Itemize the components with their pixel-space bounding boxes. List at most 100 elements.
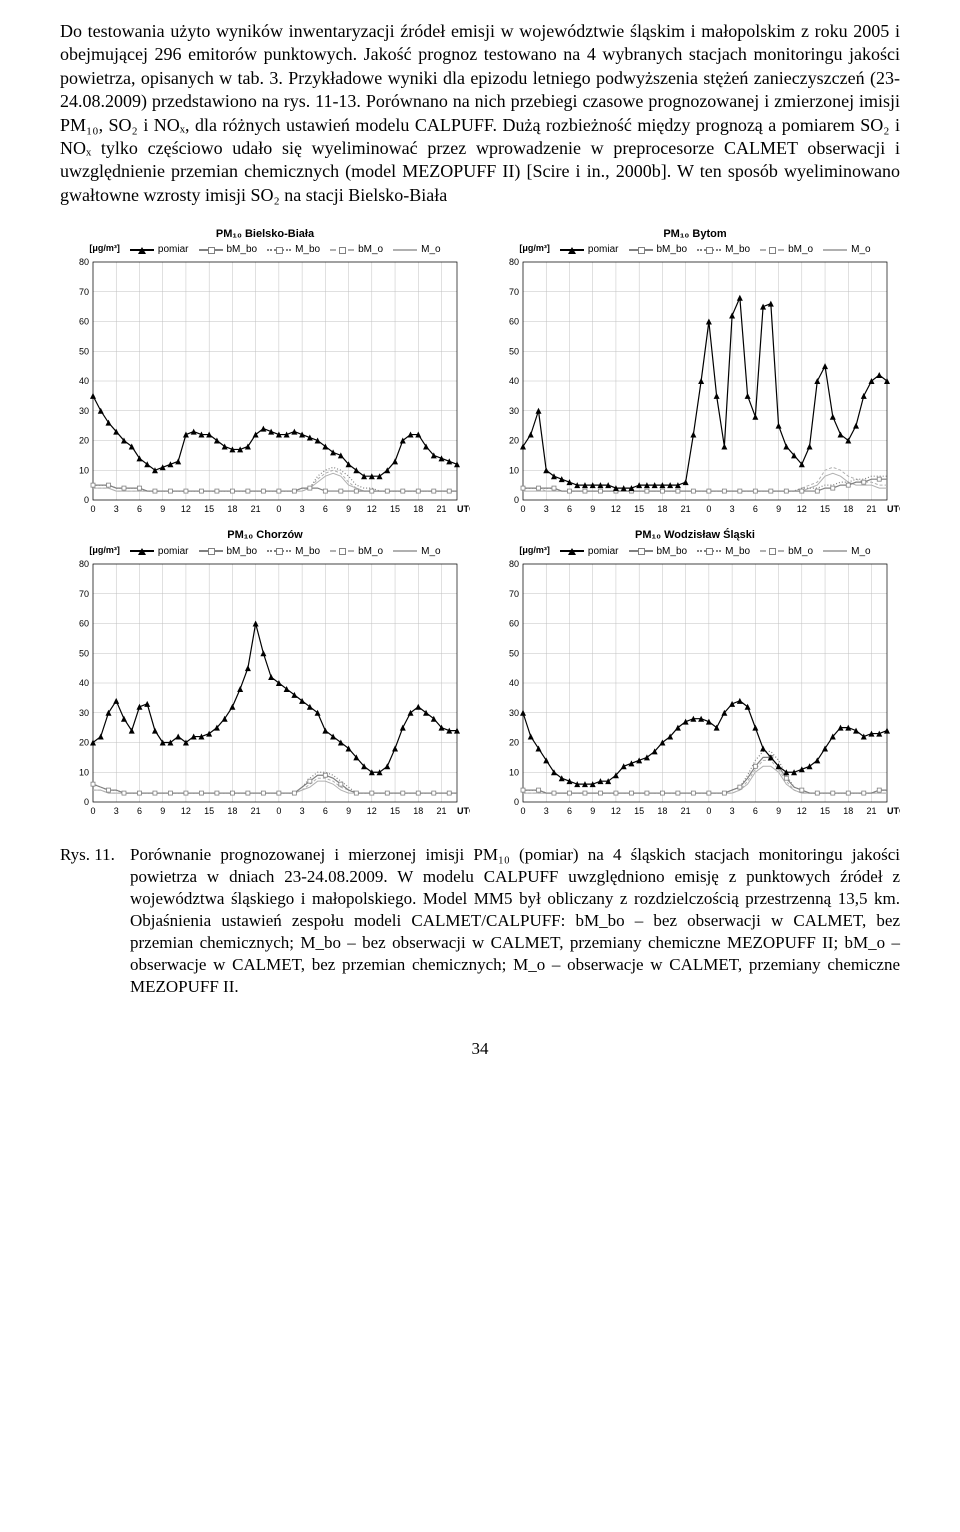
legend-label: bM_bo xyxy=(657,545,688,558)
svg-text:60: 60 xyxy=(79,317,89,327)
svg-text:0: 0 xyxy=(706,806,711,816)
svg-text:18: 18 xyxy=(657,806,667,816)
legend-label: M_bo xyxy=(295,243,320,256)
legend-swatch xyxy=(199,249,223,251)
svg-text:30: 30 xyxy=(79,707,89,717)
legend-label: M_o xyxy=(421,545,440,558)
svg-text:18: 18 xyxy=(843,806,853,816)
legend-swatch xyxy=(629,550,653,552)
svg-text:0: 0 xyxy=(276,504,281,514)
svg-text:15: 15 xyxy=(390,504,400,514)
svg-text:0: 0 xyxy=(84,495,89,505)
legend-item: bM_o xyxy=(330,545,383,558)
svg-text:15: 15 xyxy=(634,806,644,816)
svg-text:18: 18 xyxy=(227,504,237,514)
svg-text:12: 12 xyxy=(367,504,377,514)
chart-legend: [μg/m³]pomiarbM_boM_bobM_oM_o xyxy=(60,545,470,558)
svg-text:6: 6 xyxy=(567,504,572,514)
legend-swatch xyxy=(560,550,584,552)
body-paragraph: Do testowania użyto wyników inwentaryzac… xyxy=(60,20,900,207)
svg-text:9: 9 xyxy=(160,806,165,816)
svg-text:12: 12 xyxy=(611,504,621,514)
svg-text:6: 6 xyxy=(323,806,328,816)
svg-text:6: 6 xyxy=(323,504,328,514)
caption-label: Rys. 11. xyxy=(60,844,130,999)
svg-text:40: 40 xyxy=(79,376,89,386)
svg-text:0: 0 xyxy=(520,504,525,514)
svg-text:3: 3 xyxy=(544,806,549,816)
svg-text:30: 30 xyxy=(79,406,89,416)
svg-text:3: 3 xyxy=(730,806,735,816)
legend-label: M_bo xyxy=(295,545,320,558)
svg-text:10: 10 xyxy=(79,466,89,476)
legend-item: M_o xyxy=(823,243,870,256)
svg-text:12: 12 xyxy=(797,504,807,514)
svg-text:20: 20 xyxy=(79,737,89,747)
svg-text:60: 60 xyxy=(79,618,89,628)
legend-label: pomiar xyxy=(158,243,189,256)
legend-label: bM_o xyxy=(788,243,813,256)
svg-text:80: 80 xyxy=(509,258,519,267)
legend-label: bM_o xyxy=(358,243,383,256)
svg-text:6: 6 xyxy=(753,504,758,514)
legend-swatch xyxy=(760,249,784,251)
svg-text:50: 50 xyxy=(509,648,519,658)
legend-item: M_bo xyxy=(697,545,750,558)
figure-caption: Rys. 11. Porównanie prognozowanej i mier… xyxy=(60,844,900,999)
svg-text:6: 6 xyxy=(567,806,572,816)
legend-item: pomiar xyxy=(130,545,189,558)
chart-legend: [μg/m³]pomiarbM_boM_bobM_oM_o xyxy=(60,243,470,256)
svg-text:80: 80 xyxy=(509,560,519,569)
svg-text:15: 15 xyxy=(204,504,214,514)
page-number: 34 xyxy=(60,1038,900,1060)
svg-text:10: 10 xyxy=(79,767,89,777)
svg-text:30: 30 xyxy=(509,707,519,717)
svg-text:21: 21 xyxy=(681,504,691,514)
caption-text: Porównanie prognozowanej i mierzonej imi… xyxy=(130,844,900,999)
svg-text:3: 3 xyxy=(730,504,735,514)
svg-text:18: 18 xyxy=(657,504,667,514)
svg-text:UTC: UTC xyxy=(457,806,470,816)
legend-label: bM_bo xyxy=(227,243,258,256)
svg-text:9: 9 xyxy=(346,806,351,816)
legend-item: M_bo xyxy=(267,243,320,256)
legend-item: bM_bo xyxy=(629,243,688,256)
chart-cell: PM₁₀ Bielsko-Biała[μg/m³]pomiarbM_boM_bo… xyxy=(60,227,470,518)
svg-text:UTC: UTC xyxy=(887,504,900,514)
svg-text:3: 3 xyxy=(300,504,305,514)
charts-grid: PM₁₀ Bielsko-Biała[μg/m³]pomiarbM_boM_bo… xyxy=(60,227,900,820)
legend-swatch xyxy=(760,550,784,552)
legend-swatch xyxy=(393,550,417,552)
legend-label: bM_o xyxy=(788,545,813,558)
y-axis-label: [μg/m³] xyxy=(519,243,550,256)
svg-text:40: 40 xyxy=(79,678,89,688)
legend-label: M_o xyxy=(851,243,870,256)
legend-swatch xyxy=(267,550,291,552)
svg-text:6: 6 xyxy=(753,806,758,816)
legend-label: M_bo xyxy=(725,545,750,558)
chart-cell: PM₁₀ Chorzów[μg/m³]pomiarbM_boM_bobM_oM_… xyxy=(60,528,470,819)
svg-text:3: 3 xyxy=(300,806,305,816)
svg-text:70: 70 xyxy=(79,588,89,598)
svg-text:15: 15 xyxy=(204,806,214,816)
legend-item: M_o xyxy=(393,545,440,558)
legend-item: bM_bo xyxy=(199,243,258,256)
svg-text:9: 9 xyxy=(590,806,595,816)
svg-text:3: 3 xyxy=(114,806,119,816)
chart-plot: 0102030405060708003691215182103691215182… xyxy=(490,258,900,518)
svg-text:15: 15 xyxy=(820,504,830,514)
legend-item: bM_o xyxy=(330,243,383,256)
legend-swatch xyxy=(697,550,721,552)
svg-text:21: 21 xyxy=(867,806,877,816)
svg-text:50: 50 xyxy=(509,347,519,357)
svg-text:0: 0 xyxy=(514,797,519,807)
chart-title: PM₁₀ Wodzisław Śląski xyxy=(490,528,900,542)
svg-text:21: 21 xyxy=(437,504,447,514)
legend-swatch xyxy=(560,249,584,251)
svg-text:6: 6 xyxy=(137,806,142,816)
legend-item: pomiar xyxy=(560,545,619,558)
svg-text:UTC: UTC xyxy=(457,504,470,514)
svg-text:0: 0 xyxy=(514,495,519,505)
svg-text:60: 60 xyxy=(509,317,519,327)
y-axis-label: [μg/m³] xyxy=(89,243,120,256)
